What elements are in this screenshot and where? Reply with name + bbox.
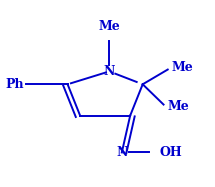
Text: OH: OH [159,146,182,159]
Text: Ph: Ph [5,78,24,91]
Text: N: N [104,65,115,78]
Text: Me: Me [172,61,194,74]
Text: Me: Me [168,100,189,113]
Text: N: N [116,146,127,159]
Text: Me: Me [98,20,120,33]
